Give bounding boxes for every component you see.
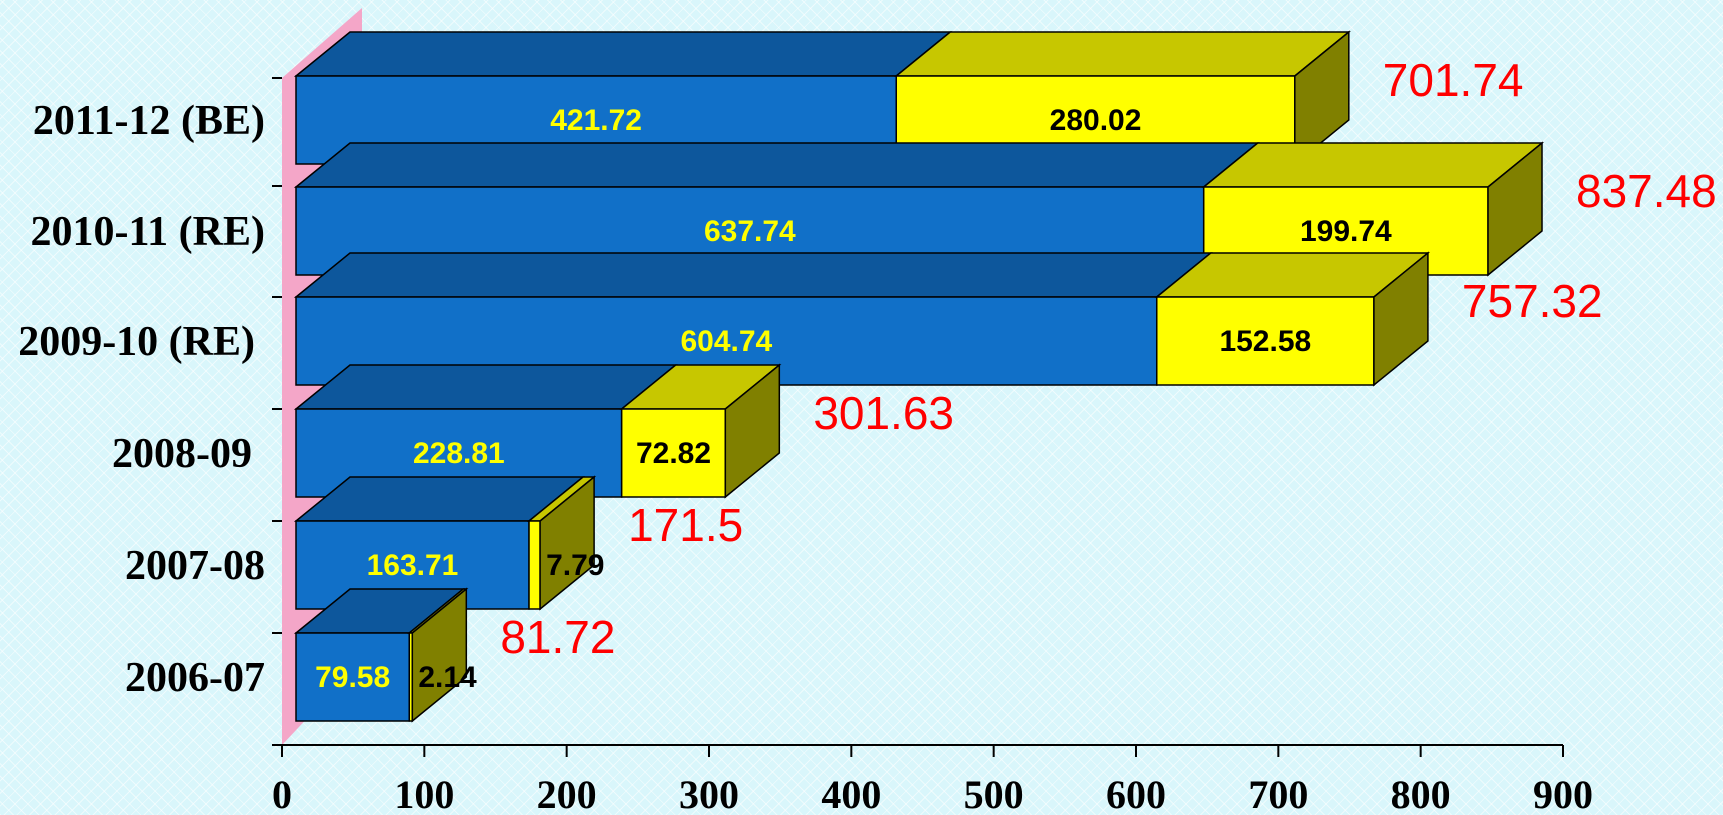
bar-top-face [293, 142, 1260, 188]
bar-data-label: 637.74 [704, 215, 796, 248]
bar-top-face [293, 252, 1213, 298]
bar-data-label: 152.58 [1219, 325, 1311, 358]
chart-bars [293, 30, 1545, 723]
bar-side-face [724, 363, 781, 499]
category-label: 2009-10 (RE) [18, 319, 255, 365]
bar-total-label: 701.74 [1383, 54, 1524, 106]
x-tick-label: 100 [394, 772, 454, 815]
bar-data-label: 2.14 [418, 661, 477, 694]
bar-total-label: 837.48 [1576, 165, 1717, 217]
x-tick-label: 0 [272, 772, 292, 815]
bar-top-face [293, 364, 678, 410]
bar-top-face [293, 31, 953, 77]
chart-labels: 0 100 200 300 400 500 600 700 800 900 2006-07 2007-… [18, 54, 1717, 815]
bar-top-face [1201, 142, 1545, 188]
x-tick-label: 300 [679, 772, 739, 815]
bar-side-face [539, 475, 595, 611]
bar-side-face [411, 587, 468, 723]
bar-segment [1155, 296, 1375, 386]
bar-data-label: 7.79 [546, 549, 604, 582]
bar-data-label: 79.58 [315, 661, 390, 694]
x-tick-label: 600 [1106, 772, 1166, 815]
bar-data-label: 421.72 [550, 104, 642, 137]
bar-data-label: 163.71 [367, 549, 459, 582]
bar-segment [620, 408, 727, 498]
x-tick-label: 700 [1248, 772, 1308, 815]
chart-axes [272, 77, 1564, 757]
x-tick-label: 200 [537, 772, 597, 815]
bar-total-label: 757.32 [1462, 275, 1603, 327]
bar-total-label: 171.5 [628, 499, 743, 551]
category-label: 2007-08 [125, 543, 265, 589]
bar-side-face [1294, 30, 1350, 166]
x-tick-label: 400 [821, 772, 881, 815]
bar-top-face [894, 31, 1351, 77]
x-tick-label: 500 [964, 772, 1024, 815]
bar-data-label: 280.02 [1050, 104, 1142, 137]
bar-data-label: 228.81 [413, 437, 505, 470]
bar-segment [528, 520, 541, 610]
bar-data-label: 604.74 [680, 325, 772, 358]
bar-side-face [1487, 141, 1543, 277]
category-label: 2011-12 (BE) [33, 98, 265, 144]
category-label: 2010-11 (RE) [31, 209, 266, 255]
x-tick-label: 800 [1391, 772, 1451, 815]
bar-data-label: 72.82 [636, 437, 711, 470]
bar-data-label: 199.74 [1300, 215, 1392, 248]
category-label: 2006-07 [125, 655, 265, 701]
x-tick-label: 900 [1533, 772, 1593, 815]
bar-side-face [1373, 251, 1429, 387]
bar-total-label: 81.72 [500, 611, 615, 663]
category-label: 2008-09 [112, 431, 252, 477]
bar-total-label: 301.63 [813, 387, 954, 439]
